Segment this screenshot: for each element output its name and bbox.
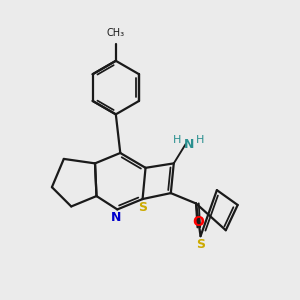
Text: N: N [184, 138, 194, 151]
Text: CH₃: CH₃ [107, 28, 125, 38]
Text: S: S [138, 202, 147, 214]
Text: O: O [192, 215, 204, 229]
Text: H: H [172, 135, 181, 145]
Text: S: S [196, 238, 205, 251]
Text: H: H [196, 135, 205, 145]
Text: N: N [111, 211, 121, 224]
